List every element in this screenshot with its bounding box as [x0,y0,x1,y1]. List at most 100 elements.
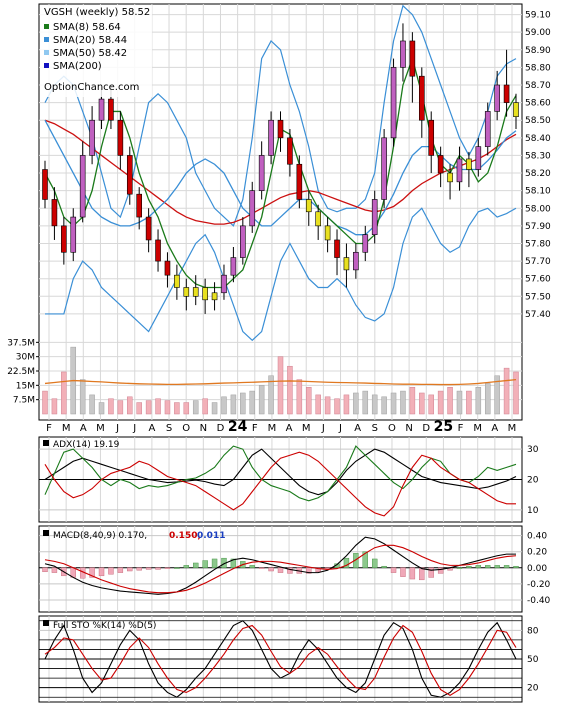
candle-body [249,190,256,227]
adx-title: ADX(14) 19.19 [53,440,120,450]
volume-bar [390,392,397,415]
volume-bar [466,390,472,415]
macd-histogram-bar [485,565,491,568]
macd-histogram-bar [89,567,95,578]
volume-bar [211,402,218,415]
volume-bar [117,400,124,415]
price-tick-label: 58.00 [525,204,551,214]
candle-body [221,274,227,294]
volume-tick-label: 30M [16,353,35,363]
month-label: F [46,423,52,434]
month-label: J [132,423,136,434]
macd-histogram-bar [268,567,274,572]
candle-body [484,111,491,147]
month-label: M [268,423,277,434]
macd-histogram-bar [155,567,161,570]
volume-bar [428,394,434,415]
macd-histogram-bar [98,567,105,577]
price-tick-label: 57.80 [525,239,551,249]
legend-swatch [44,50,49,55]
month-label: M [62,423,71,434]
candle-body [230,257,237,276]
volume-bar [456,390,463,415]
volume-bar [381,396,387,415]
macd-histogram-bar [324,567,331,569]
candle-body [42,169,48,200]
price-tick-label: 59.00 [525,28,551,38]
price-tick-label: 58.40 [525,134,551,144]
volume-bar [61,371,67,415]
volume-bar [183,402,190,415]
candle-body [79,155,86,218]
adx-series-line [44,445,517,502]
candle-body [447,172,453,183]
macd-histogram-bar [202,560,208,568]
candle-body [390,67,397,139]
candle-body [108,98,114,121]
volume-bar [503,367,510,415]
price-tick-label: 58.10 [525,187,551,197]
price-tick-label: 57.90 [525,222,551,232]
price-tick-label: 59.10 [525,11,551,21]
candle-body [136,193,142,218]
candle-body [61,225,67,253]
indicator-tick-label: -0.40 [527,596,551,606]
bollinger-upper-line [44,4,517,227]
volume-bar [258,385,265,415]
macd-histogram-bar [287,567,293,574]
volume-bar [494,375,500,415]
volume-bar [362,390,369,415]
candle-body [362,234,369,253]
volume-tick-label: 7.5M [13,396,35,406]
candle-body [400,40,406,68]
volume-tick-label: 37.5M [7,338,35,348]
volume-tick-label: 15M [16,381,35,391]
volume-bar [447,386,453,415]
candle-body [428,119,435,156]
volume-bar [400,390,406,415]
sma20-line [44,119,517,236]
volume-bar [296,379,303,415]
macd-histogram-bar [494,565,500,568]
volume-bar [127,396,133,415]
macd-histogram-bar [315,567,321,573]
macd-histogram-bar [211,558,218,568]
candle-body [343,257,350,271]
macd-series-line [44,536,516,595]
price-tick-label: 58.70 [525,81,551,91]
sto-series-line [44,620,517,698]
volume-bar [324,396,331,415]
sma50-line [44,119,517,225]
candle-body [70,216,77,253]
candle-body [437,155,444,174]
candle-body [277,119,284,139]
chart-title: VGSH (weekly) 58.52 [44,7,150,18]
macd-histogram-value: 0.011 [197,531,225,541]
month-label: N [405,423,412,434]
month-label: M [508,423,517,434]
macd-histogram-bar [127,567,133,572]
macd-histogram-bar [475,565,482,568]
month-label: O [388,423,396,434]
watermark: OptionChance.com [44,82,139,93]
candle-body [192,287,199,297]
candle-body [155,239,161,262]
month-label: F [458,423,464,434]
volume-bar [343,394,350,415]
price-tick-label: 58.50 [525,116,551,126]
volume-ma-line [44,378,517,386]
candle-body [183,287,190,297]
volume-bar [98,402,105,415]
macd-histogram-bar [145,567,152,570]
macd-histogram-bar [466,565,472,568]
candle-body [211,292,218,301]
volume-bar [136,402,142,415]
legend-swatch [44,37,49,42]
sto-legend-swatch [43,620,49,626]
macd-histogram-bar [390,567,397,573]
month-label: A [286,423,293,434]
sto-series-line [44,624,517,696]
macd-histogram-bar [174,567,180,569]
price-tick-label: 57.70 [525,257,551,267]
